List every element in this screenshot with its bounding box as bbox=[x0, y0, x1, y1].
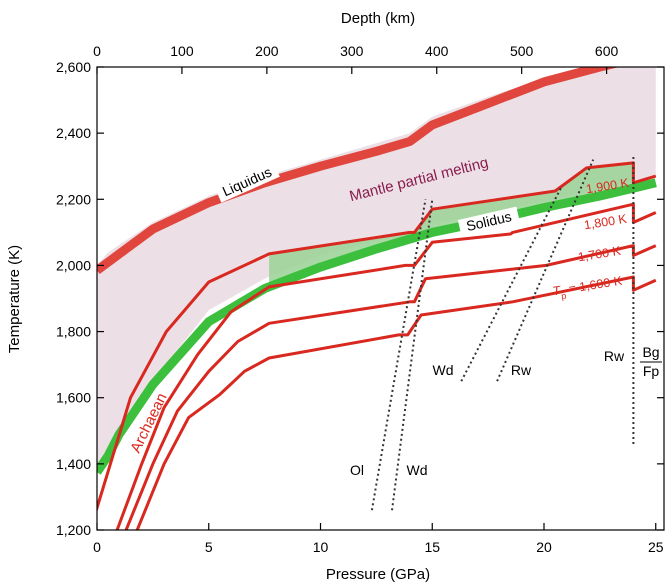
tp-1600-label: Tp = 1,600 K bbox=[552, 274, 625, 303]
x-tick-label: 10 bbox=[313, 539, 329, 555]
x2-tick-label: 400 bbox=[425, 43, 449, 59]
tp-1800-label: 1,800 K bbox=[583, 212, 628, 233]
y-tick-label: 2,600 bbox=[56, 59, 91, 75]
phase-boundary-4 bbox=[496, 159, 595, 382]
x2-tick-label: 300 bbox=[340, 43, 364, 59]
phase-boundary-2 bbox=[391, 199, 434, 511]
wd-low-label: Wd bbox=[407, 462, 428, 478]
tp-1700-label: 1,700 K bbox=[577, 244, 622, 265]
fp-label: Fp bbox=[643, 363, 660, 379]
phase-boundary-layer bbox=[370, 156, 635, 511]
liquidus-label-bg bbox=[214, 161, 280, 203]
x2-tick-label: 100 bbox=[170, 43, 194, 59]
adiabat-1800k-line bbox=[115, 202, 657, 530]
y-tick-label: 1,200 bbox=[56, 522, 91, 538]
y-tick-label: 2,400 bbox=[56, 125, 91, 141]
tp-1900-label: 1,900 K bbox=[585, 176, 630, 197]
solidus-curve bbox=[97, 178, 657, 475]
bg-label: Bg bbox=[642, 344, 659, 360]
wd-high-label: Wd bbox=[433, 362, 454, 378]
x-tick-label: 5 bbox=[205, 539, 213, 555]
x2-tick-label: 600 bbox=[595, 43, 619, 59]
line-layer bbox=[97, 67, 657, 530]
x-tick-label: 0 bbox=[93, 539, 101, 555]
y-tick-label: 1,400 bbox=[56, 456, 91, 472]
phase-boundary-3 bbox=[460, 185, 563, 382]
y-tick-label: 2,000 bbox=[56, 257, 91, 273]
rw-right-label: Rw bbox=[604, 348, 625, 364]
x-tick-label: 20 bbox=[536, 539, 552, 555]
y-tick-label: 1,600 bbox=[56, 390, 91, 406]
solidus-label-bg bbox=[457, 206, 521, 237]
adiabat-1700k-line bbox=[124, 244, 657, 530]
y-tick-label: 2,200 bbox=[56, 191, 91, 207]
x2-axis-title: Depth (km) bbox=[341, 10, 415, 27]
x-tick-label: 15 bbox=[424, 539, 440, 555]
y-tick-label: 1,800 bbox=[56, 324, 91, 340]
plot-frame bbox=[96, 66, 665, 531]
y-axis-title: Temperature (K) bbox=[6, 245, 23, 353]
ol-label: Ol bbox=[350, 462, 364, 478]
x2-tick-label: 500 bbox=[510, 43, 534, 59]
rw-mid-label: Rw bbox=[511, 362, 532, 378]
mantle-partial-melting-region bbox=[97, 67, 656, 471]
x-tick-label: 25 bbox=[648, 539, 664, 555]
axes-layer: 0 5 10 15 20 25 1,200 1,400 1,600 1,800 2,000 2,200… bbox=[56, 43, 665, 555]
x2-tick-label: 200 bbox=[255, 43, 279, 59]
x-axis-title: Pressure (GPa) bbox=[326, 566, 430, 583]
liquidus-curve bbox=[97, 67, 620, 275]
x2-tick-label: 0 bbox=[93, 43, 101, 59]
adiabat-1900k-line bbox=[97, 161, 657, 514]
